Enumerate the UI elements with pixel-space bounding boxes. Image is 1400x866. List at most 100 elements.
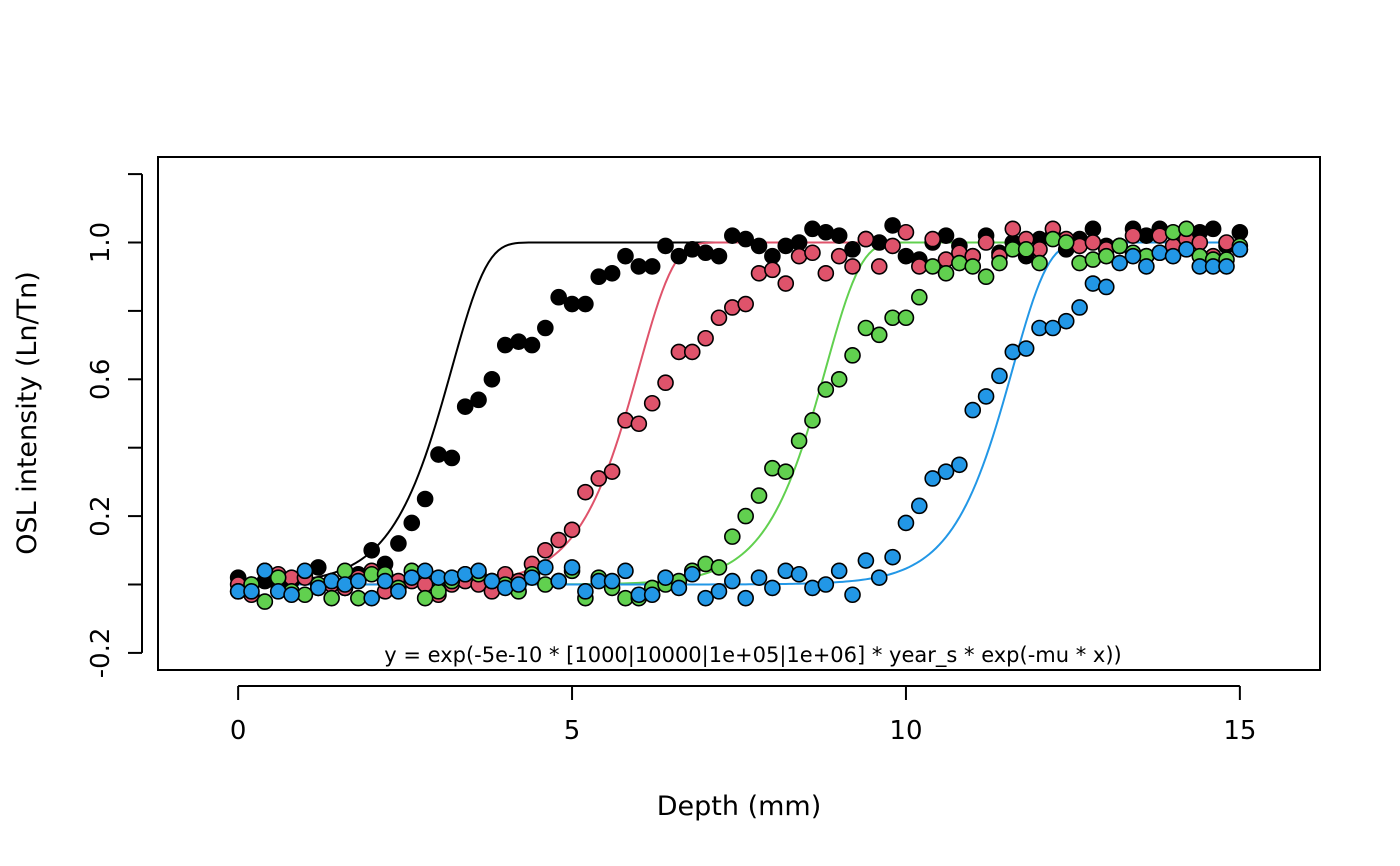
data-point-series-1 — [537, 319, 554, 337]
data-point-series-2 — [630, 415, 648, 433]
data-point-series-4 — [817, 576, 835, 593]
data-point-series-3 — [336, 562, 354, 580]
data-point-series-4 — [1178, 241, 1195, 258]
data-point-series-4 — [1084, 275, 1102, 292]
data-point-series-2 — [764, 261, 781, 279]
data-point-series-2 — [857, 230, 875, 248]
data-point-series-4 — [323, 572, 340, 590]
data-point-series-3 — [844, 347, 861, 364]
data-point-series-4 — [243, 583, 260, 600]
data-point-series-4 — [443, 569, 461, 586]
data-point-series-4 — [1017, 340, 1035, 357]
data-point-series-1 — [750, 237, 768, 255]
data-point-series-2 — [1124, 227, 1142, 244]
data-point-series-1 — [603, 264, 621, 282]
data-point-series-3 — [937, 264, 955, 282]
data-point-series-2 — [603, 463, 621, 480]
data-point-series-4 — [804, 579, 821, 597]
data-point-series-4 — [951, 456, 968, 474]
data-point-series-3 — [951, 254, 968, 272]
x-tick-label: 5 — [564, 716, 581, 746]
data-point-series-4 — [376, 572, 394, 590]
data-point-series-2 — [563, 521, 581, 539]
data-point-series-2 — [1084, 234, 1102, 251]
data-point-series-4 — [1124, 247, 1142, 265]
data-point-series-4 — [1111, 254, 1128, 272]
data-point-series-4 — [657, 569, 674, 586]
data-point-series-2 — [1151, 227, 1169, 244]
data-point-series-2 — [683, 343, 701, 361]
data-point-series-4 — [683, 565, 701, 583]
y-axis-title: OSL intensity (Ln/Tn) — [12, 271, 43, 555]
data-point-series-4 — [1004, 343, 1022, 361]
data-point-series-3 — [256, 593, 274, 610]
data-point-series-1 — [817, 223, 835, 241]
data-point-series-4 — [496, 579, 514, 597]
data-point-series-3 — [924, 258, 941, 275]
data-point-series-1 — [710, 247, 728, 265]
y-tick-label: 0.6 — [86, 359, 116, 400]
data-point-series-1 — [790, 234, 808, 251]
data-point-series-3 — [991, 254, 1008, 272]
data-point-series-4 — [884, 548, 901, 566]
data-point-series-4 — [550, 572, 567, 590]
data-point-series-4 — [697, 589, 714, 607]
data-point-series-2 — [870, 258, 888, 275]
data-point-series-1 — [550, 288, 567, 306]
data-point-series-3 — [1164, 223, 1182, 241]
data-point-series-4 — [830, 562, 848, 580]
data-point-series-2 — [830, 247, 848, 265]
y-axis: -0.2 0.2 0.6 1.0 — [86, 173, 143, 678]
data-point-series-2 — [643, 394, 661, 412]
data-point-series-2 — [1071, 237, 1088, 255]
x-axis-title: Depth (mm) — [657, 791, 822, 822]
data-point-series-1 — [363, 541, 381, 559]
data-point-series-2 — [884, 237, 901, 255]
data-point-series-3 — [1084, 251, 1102, 268]
data-point-series-4 — [403, 569, 421, 586]
data-point-series-1 — [590, 268, 608, 286]
data-point-series-4 — [510, 576, 527, 593]
data-point-series-2 — [577, 483, 594, 501]
data-point-series-3 — [430, 583, 447, 600]
data-point-series-2 — [1004, 220, 1022, 238]
data-point-series-1 — [1084, 220, 1102, 238]
data-point-series-4 — [563, 559, 581, 576]
data-point-series-1 — [670, 247, 688, 265]
data-point-series-2 — [657, 374, 674, 392]
data-point-series-4 — [470, 562, 487, 580]
data-point-series-4 — [269, 583, 287, 600]
data-point-series-1 — [657, 237, 674, 255]
data-point-series-3 — [790, 432, 808, 450]
data-point-series-3 — [911, 288, 928, 306]
data-point-series-3 — [1111, 237, 1128, 255]
data-point-series-4 — [844, 586, 861, 604]
data-point-series-3 — [323, 589, 340, 607]
data-point-series-2 — [790, 247, 808, 265]
data-point-series-4 — [857, 552, 875, 569]
data-point-series-4 — [924, 470, 941, 487]
x-tick-label: 0 — [230, 716, 247, 746]
data-point-series-1 — [510, 333, 527, 350]
data-point-series-2 — [817, 264, 835, 282]
data-point-series-1 — [443, 449, 461, 467]
data-point-series-2 — [550, 531, 567, 549]
data-point-series-4 — [964, 401, 982, 419]
data-point-series-4 — [1044, 319, 1062, 337]
data-point-series-4 — [336, 576, 354, 593]
data-point-series-4 — [456, 565, 474, 583]
data-point-series-4 — [617, 562, 634, 580]
data-point-series-1 — [804, 220, 821, 238]
data-point-series-1 — [617, 247, 634, 265]
data-point-series-1 — [897, 247, 915, 265]
data-point-series-1 — [884, 217, 901, 234]
data-point-series-3 — [777, 463, 795, 480]
data-point-series-3 — [1017, 241, 1035, 258]
data-point-series-2 — [804, 244, 821, 262]
data-point-series-1 — [724, 227, 741, 244]
data-point-series-1 — [737, 230, 754, 248]
data-point-series-3 — [1098, 247, 1115, 265]
data-point-series-1 — [1204, 220, 1222, 238]
data-point-series-4 — [1098, 278, 1115, 296]
data-point-series-2 — [844, 258, 861, 275]
